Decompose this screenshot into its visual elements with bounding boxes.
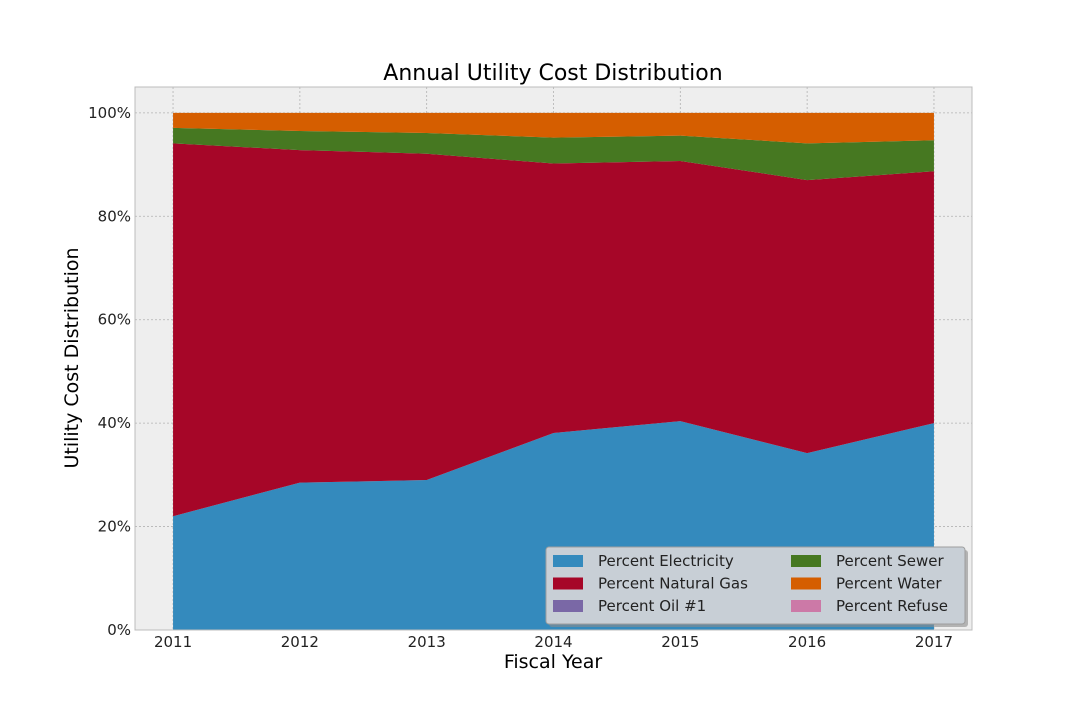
legend: Percent Electricity Percent Natural Gas Pe… (545, 546, 968, 627)
y-tick-label: 0% (107, 621, 131, 639)
x-tick-label: 2017 (915, 633, 953, 651)
legend-swatch (791, 600, 821, 612)
y-tick-label: 60% (98, 311, 131, 329)
axes: 2011 2012 2013 2014 2015 2016 2017 0% 20% 40% 60% 8… (88, 86, 973, 651)
legend-label: Percent Sewer (836, 552, 944, 570)
legend-swatch (553, 577, 583, 590)
x-axis-label: Fiscal Year (504, 651, 603, 673)
legend-swatch (791, 555, 821, 567)
legend-label: Percent Electricity (598, 552, 734, 570)
x-tick-label: 2016 (788, 633, 826, 651)
legend-label: Percent Natural Gas (598, 575, 748, 593)
legend-label: Percent Oil #1 (598, 597, 706, 615)
legend-label: Percent Water (836, 575, 942, 593)
legend-label: Percent Refuse (836, 597, 948, 615)
x-tick-label: 2012 (281, 633, 319, 651)
y-axis-label: Utility Cost Distribution (61, 247, 83, 468)
legend-swatch (553, 555, 583, 567)
legend-swatch (791, 577, 821, 590)
legend-swatch (553, 600, 583, 612)
y-tick-label: 40% (98, 414, 131, 432)
y-tick-label: 100% (88, 104, 131, 122)
legend-box (545, 546, 966, 625)
chart-title: Annual Utility Cost Distribution (383, 61, 722, 86)
plot-frame (134, 86, 973, 631)
x-tick-label: 2013 (408, 633, 446, 651)
x-tick-label: 2011 (154, 633, 192, 651)
x-tick-label: 2015 (661, 633, 699, 651)
y-tick-label: 20% (98, 518, 131, 536)
area-percent-water (173, 112, 934, 144)
area-percent-sewer (173, 127, 934, 181)
x-tick-label: 2014 (534, 633, 572, 651)
y-tick-label: 80% (98, 207, 131, 225)
area-percent-natural-gas (173, 143, 934, 517)
